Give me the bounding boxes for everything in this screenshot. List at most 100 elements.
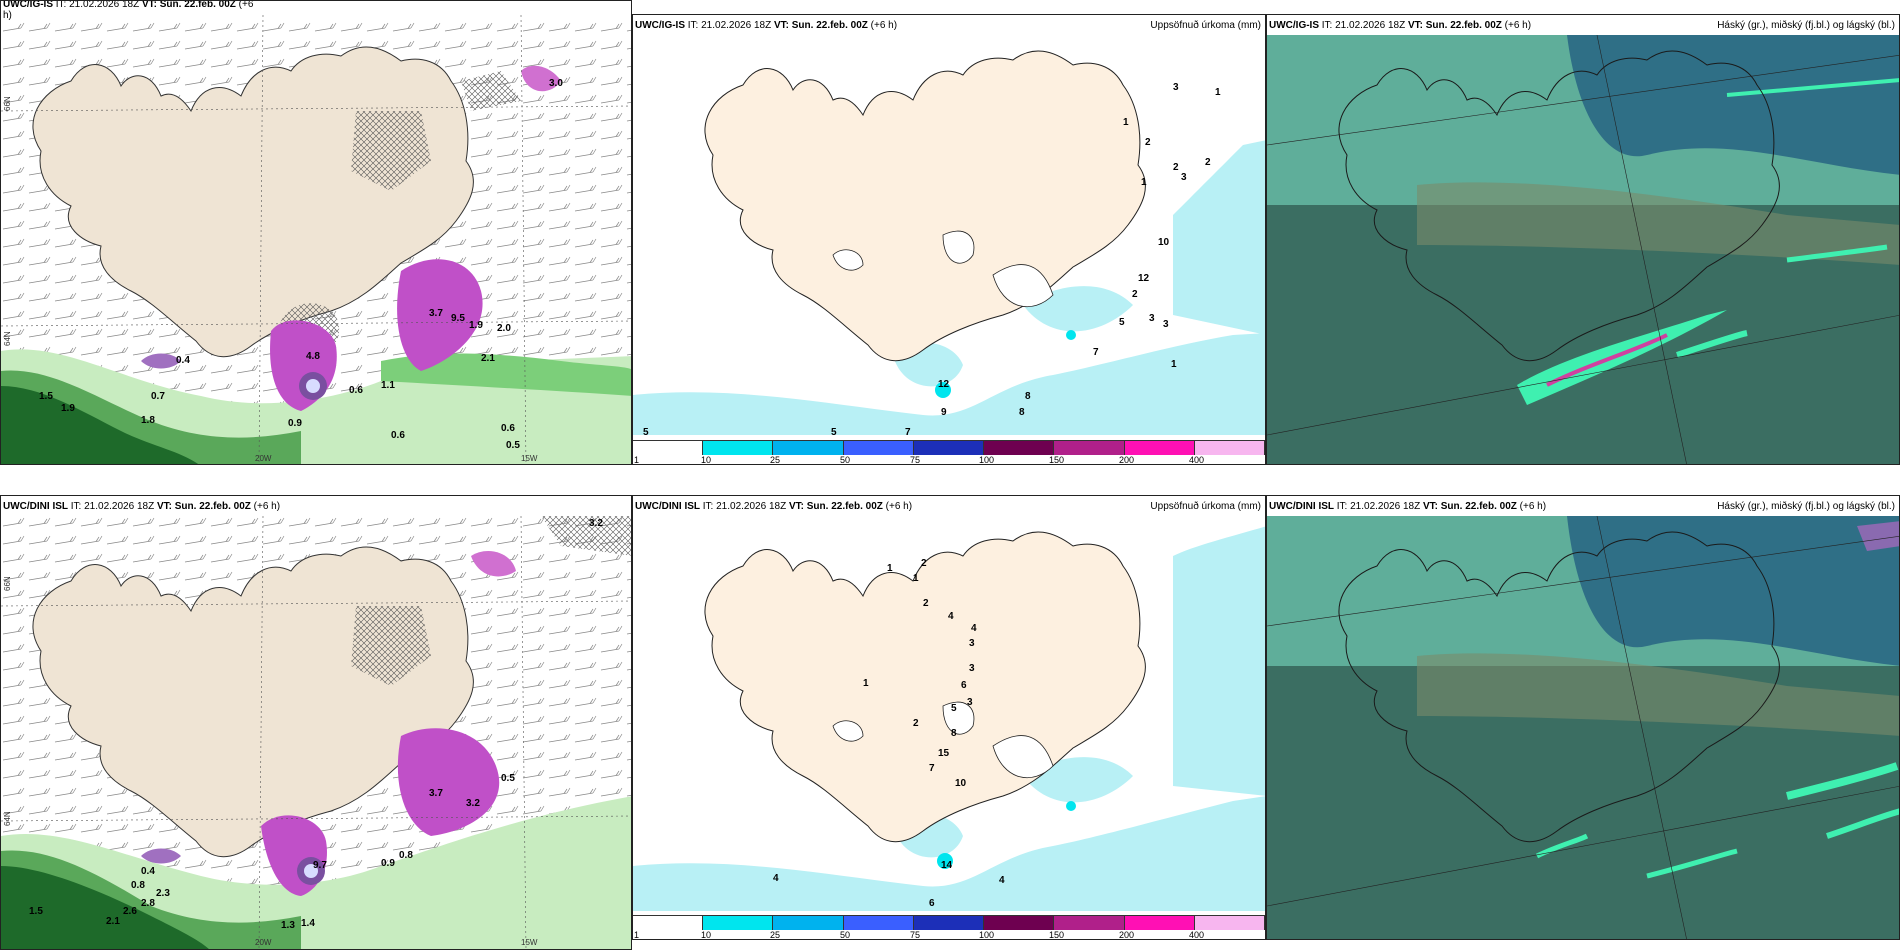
legend-swatch — [773, 441, 844, 455]
legend-label: 25 — [770, 455, 781, 465]
wind-label: 2.8 — [141, 898, 155, 909]
map-clouds-dini — [1267, 515, 1899, 939]
map-wind-igis: 3.0 1.5 1.9 0.7 0.4 1.8 4.8 0.9 0.6 1.1 … — [1, 14, 631, 464]
precip-label: 10 — [955, 778, 967, 789]
panel-title: UWC/DINI ISL IT: 21.02.2026 18Z VT: Sun.… — [3, 501, 281, 512]
lon-label: 20W — [255, 938, 272, 947]
lat-label: 66N — [3, 96, 12, 111]
precip-label: 9 — [941, 407, 947, 418]
precip-color-legend: 1 10 25 50 75 100 150 200 400 — [633, 915, 1265, 939]
wind-label: 1.3 — [281, 920, 295, 931]
panel-variable-label: Háský (gr.), miðský (fj.bl.) og lágský (… — [1717, 501, 1895, 512]
precip-label: 2 — [1132, 289, 1138, 300]
precip-label: 3 — [967, 697, 973, 708]
precip-label: 3 — [1149, 313, 1155, 324]
panel-variable-label: Uppsöfnuð úrkoma (mm) — [1150, 20, 1261, 31]
wind-label: 1.9 — [469, 320, 483, 331]
legend-swatch — [1124, 916, 1195, 930]
wind-label: 0.6 — [349, 385, 363, 396]
precip-label: 4 — [948, 611, 954, 622]
precip-label: 1 — [863, 678, 869, 689]
legend-swatch — [773, 916, 844, 930]
wind-label: 0.8 — [399, 850, 413, 861]
precip-label: 5 — [831, 427, 837, 438]
precip-label: 3 — [969, 663, 975, 674]
precip-label: 2 — [923, 598, 929, 609]
legend-label: 100 — [979, 455, 995, 465]
legend-swatch — [1054, 441, 1125, 455]
precip-label: 12 — [938, 379, 950, 390]
lat-label: 66N — [3, 576, 12, 591]
legend-label: 50 — [840, 455, 851, 465]
wind-label: 9.7 — [313, 860, 327, 871]
panel-title: UWC/DINI ISL IT: 21.02.2026 18Z VT: Sun.… — [635, 501, 913, 512]
panel-title: UWC/IG-IS IT: 21.02.2026 18Z VT: Sun. 22… — [3, 0, 254, 21]
precip-label: 1 — [887, 563, 893, 574]
wind-label: 2.3 — [156, 888, 170, 899]
legend-label: 150 — [1049, 930, 1065, 940]
panel-dini-clouds: UWC/DINI ISL IT: 21.02.2026 18Z VT: Sun.… — [1266, 495, 1900, 940]
legend-swatch — [633, 916, 704, 930]
legend-swatch — [703, 916, 774, 930]
wind-label: 3.2 — [466, 798, 480, 809]
legend-label: 50 — [840, 930, 851, 940]
wind-label: 2.6 — [123, 906, 137, 917]
wind-label: 1.4 — [301, 918, 315, 929]
panel-variable-label: Háský (gr.), miðský (fj.bl.) og lágský (… — [1717, 20, 1895, 31]
wind-label: 2.0 — [497, 323, 511, 334]
legend-swatch — [633, 441, 704, 455]
precip-label: 5 — [1119, 317, 1125, 328]
precip-label: 4 — [971, 623, 977, 634]
panel-variable-label: Uppsöfnuð úrkoma (mm) — [1150, 501, 1261, 512]
legend-label: 10 — [701, 455, 712, 465]
legend-swatch — [843, 916, 914, 930]
precip-label: 12 — [1138, 273, 1150, 284]
wind-label: 1.5 — [29, 906, 43, 917]
legend-swatch — [984, 441, 1055, 455]
precip-label: 8 — [951, 728, 957, 739]
precip-label: 1 — [1123, 117, 1129, 128]
precip-label: 2 — [921, 558, 927, 569]
precip-label: 8 — [1019, 407, 1025, 418]
precip-label: 6 — [929, 898, 935, 909]
legend-label: 200 — [1119, 930, 1135, 940]
precip-label: 4 — [999, 875, 1005, 886]
map-wind-dini: 3.2 0.4 0.8 1.5 2.1 2.6 2.8 2.3 1.3 1.4 … — [1, 515, 631, 949]
wind-label: 0.4 — [176, 355, 190, 366]
wind-label: 3.0 — [549, 78, 563, 89]
wind-label: 3.2 — [589, 518, 603, 529]
legend-label: 100 — [979, 930, 995, 940]
panel-title: UWC/IG-IS IT: 21.02.2026 18Z VT: Sun. 22… — [1269, 20, 1532, 31]
wind-label: 3.7 — [429, 788, 443, 799]
legend-swatch — [913, 441, 985, 455]
precip-label: 3 — [969, 638, 975, 649]
precip-label: 3 — [1163, 319, 1169, 330]
map-precip-igis: 5 5 7 8 9 12 1 2 3 1 2 3 2 1 10 12 2 3 5… — [633, 50, 1265, 438]
panel-dini-precip: UWC/DINI ISL IT: 21.02.2026 18Z VT: Sun.… — [632, 495, 1266, 940]
precip-label: 5 — [951, 703, 957, 714]
wind-label: 3.7 — [429, 308, 443, 319]
wind-label: 1.1 — [381, 380, 395, 391]
precip-label: 5 — [643, 427, 649, 438]
legend-label: 200 — [1119, 455, 1135, 465]
precip-label: 6 — [961, 680, 967, 691]
wind-label: 0.6 — [501, 423, 515, 434]
wind-label: 0.5 — [501, 773, 515, 784]
wind-label: 0.4 — [141, 866, 155, 877]
legend-swatch — [984, 916, 1055, 930]
legend-swatch — [1124, 441, 1195, 455]
precip-label: 8 — [1025, 391, 1031, 402]
wind-label: 0.6 — [391, 430, 405, 441]
wind-label: 0.9 — [381, 858, 395, 869]
lat-label: 64N — [3, 331, 12, 346]
wind-label: 2.1 — [481, 353, 495, 364]
lon-label: 15W — [521, 454, 538, 463]
wind-label: 0.8 — [131, 880, 145, 891]
lon-label: 20W — [255, 454, 272, 463]
precip-label: 7 — [929, 763, 935, 774]
precip-label: 2 — [1145, 137, 1151, 148]
legend-swatch — [913, 916, 985, 930]
precip-label: 3 — [1173, 82, 1179, 93]
legend-label: 150 — [1049, 455, 1065, 465]
wind-label: 1.9 — [61, 403, 75, 414]
